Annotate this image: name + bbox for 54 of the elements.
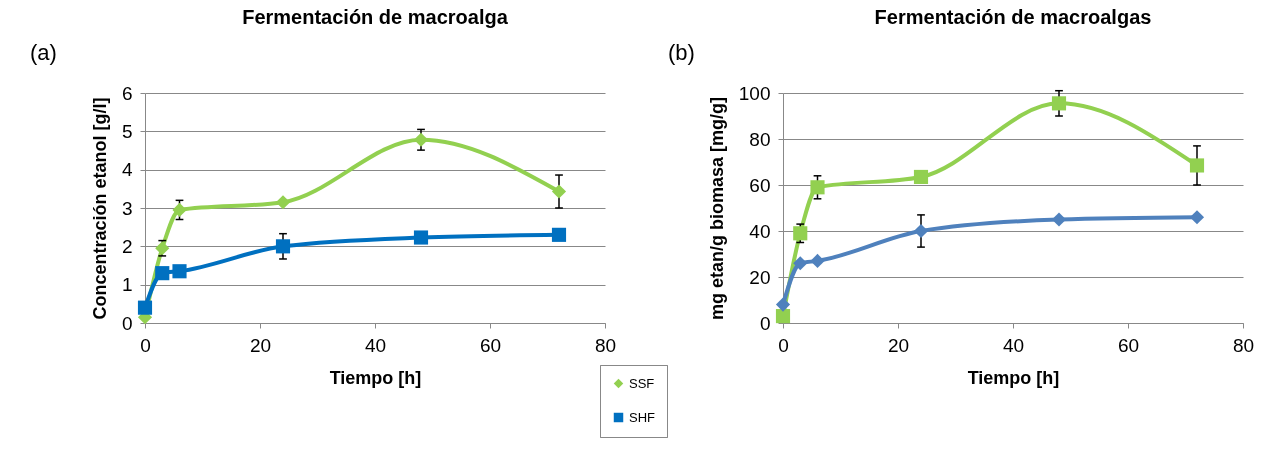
point <box>1051 212 1067 227</box>
y-axis-title: Concentración etanol [g/l] <box>89 97 110 320</box>
point <box>413 230 429 245</box>
point <box>275 195 291 210</box>
x-tick-label: 80 <box>1232 334 1255 356</box>
y-tick-label: 60 <box>749 174 771 196</box>
x-tick-label: 40 <box>1002 334 1025 356</box>
y-axis-title: mg etan/g biomasa [mg/g] <box>706 96 727 321</box>
y-tick-label: 0 <box>121 312 133 334</box>
y-tick-label: 80 <box>749 128 771 150</box>
x-tick-label: 60 <box>479 334 502 356</box>
point <box>810 253 825 268</box>
point <box>551 227 567 242</box>
x-tick-label: 60 <box>1117 334 1140 356</box>
y-tick-label: 20 <box>749 266 771 288</box>
point <box>913 169 929 185</box>
y-tick-label: 2 <box>121 235 133 257</box>
x-axis-title: Tiempo [h] <box>329 367 422 388</box>
point <box>1051 96 1067 111</box>
point <box>913 223 929 239</box>
x-tick-label: 20 <box>249 334 272 356</box>
point <box>775 297 791 312</box>
x-tick-label: 0 <box>778 334 789 356</box>
y-tick-label: 40 <box>749 220 771 242</box>
point <box>775 309 791 324</box>
legend-label: SHF <box>629 409 656 425</box>
y-tick-label: 100 <box>738 82 771 104</box>
point <box>155 266 170 281</box>
x-tick-label: 80 <box>594 334 617 356</box>
y-tick-label: 4 <box>121 159 133 181</box>
point <box>1189 158 1205 173</box>
chart-title: Fermentación de macroalgas <box>874 6 1152 28</box>
point <box>793 256 808 271</box>
x-axis-title: Tiempo [h] <box>967 367 1060 388</box>
chart-title: Fermentación de macroalga <box>242 6 509 28</box>
point <box>275 239 291 254</box>
text: (b) <box>668 40 695 65</box>
legend-label: SSF <box>629 375 655 391</box>
point <box>172 264 187 279</box>
x-tick-label: 0 <box>140 334 151 356</box>
x-tick-label: 20 <box>887 334 910 356</box>
point <box>551 184 567 199</box>
text: (a) <box>30 40 57 65</box>
point <box>137 300 153 315</box>
y-tick-label: 1 <box>121 274 133 296</box>
y-tick-label: 6 <box>121 82 133 104</box>
point <box>1189 210 1205 225</box>
y-tick-label: 3 <box>121 197 133 219</box>
y-tick-label: 5 <box>121 120 133 142</box>
x-tick-label: 40 <box>364 334 387 356</box>
point <box>172 202 187 217</box>
point <box>413 132 429 147</box>
point <box>810 180 825 195</box>
y-tick-label: 0 <box>759 312 771 334</box>
